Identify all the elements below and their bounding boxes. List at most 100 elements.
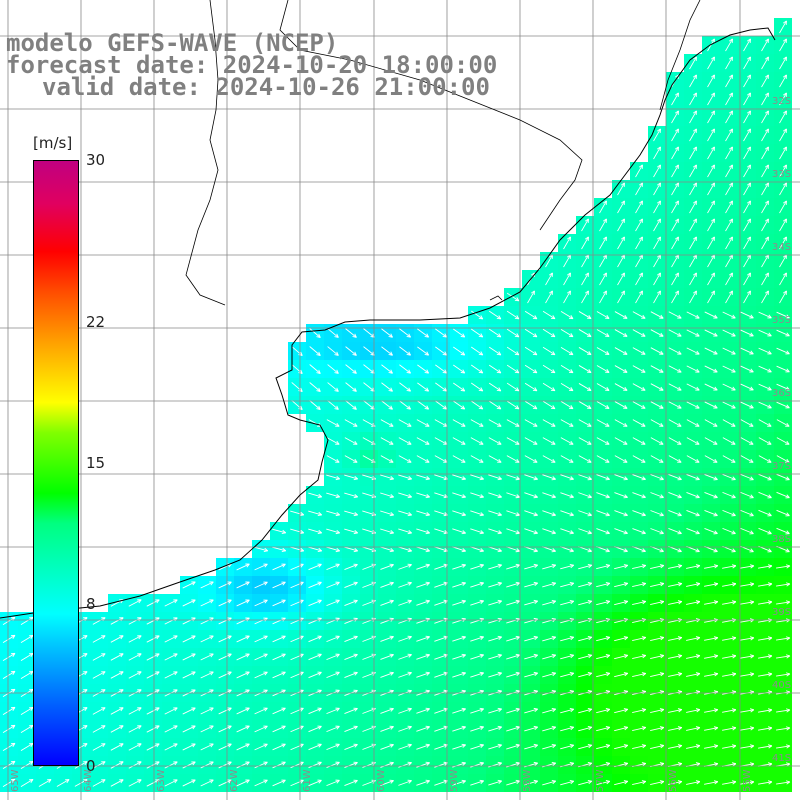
wind-arrow bbox=[110, 635, 124, 643]
wind-arrow bbox=[722, 419, 736, 427]
wind-arrow bbox=[236, 599, 250, 607]
wind-arrow bbox=[776, 672, 791, 677]
longitude-label: 55W bbox=[742, 769, 753, 792]
wind-arrow bbox=[542, 563, 557, 570]
wind-arrow bbox=[635, 182, 643, 196]
latitude-label: 36S bbox=[772, 388, 791, 399]
wind-arrow bbox=[776, 473, 790, 481]
wind-arrow bbox=[596, 492, 610, 499]
wind-arrow bbox=[632, 672, 647, 678]
wind-arrow bbox=[671, 236, 679, 250]
wind-arrow bbox=[326, 743, 340, 751]
colorbar bbox=[33, 160, 79, 766]
wind-arrow bbox=[743, 128, 751, 142]
wind-arrow bbox=[542, 528, 556, 535]
coastline bbox=[0, 0, 776, 619]
wind-arrow bbox=[632, 474, 646, 481]
wind-arrow bbox=[650, 401, 664, 409]
wind-arrow bbox=[435, 328, 448, 338]
wind-arrow bbox=[453, 346, 466, 356]
model-title: modelo GEFS-WAVE (NCEP) bbox=[6, 29, 339, 57]
wind-arrow bbox=[758, 419, 772, 427]
wind-arrow bbox=[524, 528, 538, 535]
wind-arrow bbox=[2, 724, 16, 734]
wind-arrow bbox=[614, 419, 628, 427]
wind-arrow bbox=[146, 707, 160, 715]
wind-arrow bbox=[381, 364, 393, 374]
wind-arrow bbox=[398, 510, 412, 517]
wind-arrow bbox=[725, 200, 733, 214]
wind-arrow bbox=[164, 725, 178, 733]
wind-arrow bbox=[578, 492, 592, 499]
wind-arrow bbox=[743, 200, 751, 214]
latitude-label: 39S bbox=[772, 607, 791, 618]
wind-arrow bbox=[344, 546, 359, 553]
wind-arrow bbox=[578, 347, 592, 356]
wind-arrow bbox=[689, 110, 697, 124]
wind-arrow bbox=[524, 707, 539, 714]
wind-arrow bbox=[416, 743, 430, 750]
wind-arrow bbox=[506, 635, 521, 642]
wind-arrow bbox=[398, 474, 412, 481]
wind-arrow bbox=[344, 492, 359, 499]
wind-arrow bbox=[776, 401, 790, 409]
wind-arrow bbox=[635, 236, 643, 250]
wind-arrow bbox=[776, 383, 790, 391]
wind-arrow bbox=[272, 671, 286, 679]
wind-arrow bbox=[398, 419, 412, 427]
wind-arrow bbox=[779, 38, 787, 52]
wind-arrow bbox=[740, 455, 754, 463]
wind-arrow bbox=[653, 290, 661, 304]
wind-arrow bbox=[452, 725, 466, 732]
wind-arrow bbox=[452, 761, 466, 768]
wind-arrow bbox=[272, 546, 287, 553]
wind-arrow bbox=[398, 455, 412, 463]
wind-arrow bbox=[758, 437, 772, 445]
wind-arrow bbox=[344, 474, 359, 481]
latitude-label: 40S bbox=[772, 680, 791, 691]
wind-arrow bbox=[399, 346, 411, 356]
wind-arrow bbox=[182, 653, 196, 661]
wind-arrow bbox=[542, 419, 556, 427]
wind-arrow bbox=[470, 563, 484, 570]
wind-arrow bbox=[452, 492, 466, 499]
wind-arrow bbox=[488, 400, 502, 410]
wind-arrow bbox=[740, 491, 754, 499]
wind-arrow bbox=[707, 236, 715, 250]
wind-arrow bbox=[399, 382, 411, 392]
wind-arrow bbox=[200, 743, 214, 751]
wind-vector-field bbox=[2, 20, 791, 788]
wind-arrow bbox=[689, 56, 697, 70]
wind-arrow bbox=[632, 636, 647, 642]
wind-arrow bbox=[758, 311, 772, 319]
wind-arrow bbox=[416, 671, 430, 678]
wind-arrow bbox=[779, 146, 787, 160]
wind-arrow bbox=[722, 726, 737, 731]
wind-arrow bbox=[200, 653, 214, 661]
wind-arrow bbox=[452, 653, 466, 660]
wind-arrow bbox=[416, 474, 430, 481]
latitude-label: 38S bbox=[772, 534, 791, 545]
wind-arrow bbox=[743, 56, 751, 70]
wind-arrow bbox=[596, 636, 611, 642]
wind-arrow bbox=[668, 528, 682, 535]
wind-arrow bbox=[345, 382, 357, 392]
wind-arrow bbox=[452, 599, 466, 606]
wind-arrow bbox=[686, 528, 700, 535]
wind-arrow bbox=[164, 671, 178, 679]
wind-arrow bbox=[470, 653, 484, 660]
wind-arrow bbox=[758, 473, 772, 481]
wind-arrow bbox=[599, 218, 607, 232]
wind-arrow bbox=[182, 761, 196, 769]
wind-arrow bbox=[776, 780, 791, 785]
wind-arrow bbox=[110, 707, 124, 715]
wind-arrow bbox=[632, 347, 646, 355]
wind-arrow bbox=[614, 311, 628, 319]
wind-arrow bbox=[254, 546, 269, 553]
wind-arrow bbox=[758, 564, 773, 569]
wind-arrow bbox=[416, 653, 430, 660]
wind-arrow bbox=[542, 510, 556, 517]
wind-arrow bbox=[345, 328, 357, 338]
wind-arrow bbox=[308, 779, 322, 787]
wind-arrow bbox=[581, 272, 589, 286]
